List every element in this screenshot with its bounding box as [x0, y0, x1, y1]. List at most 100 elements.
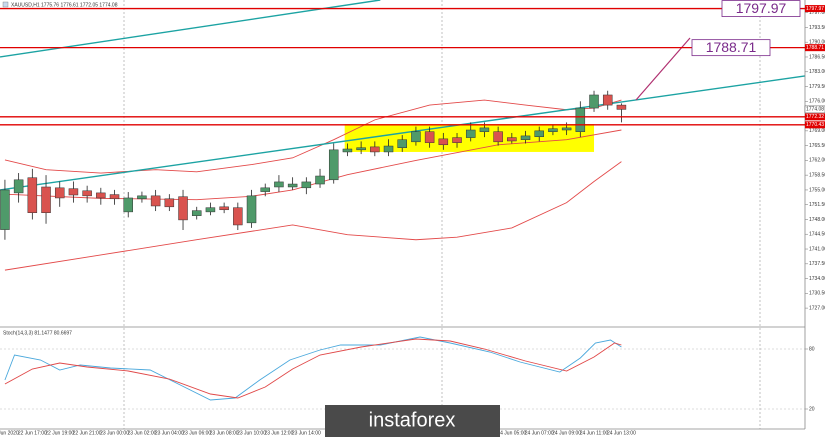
candle-body	[96, 192, 106, 199]
level-tag	[805, 113, 825, 121]
level-tag	[805, 44, 825, 52]
candle-body	[356, 147, 366, 151]
candle-body	[575, 107, 586, 132]
y-tick-label: 80	[809, 346, 815, 352]
candle-body	[520, 135, 531, 140]
x-tick-label: 24 Jun 05:00	[497, 430, 526, 436]
x-tick-label: 23 Jun 14:00	[292, 430, 321, 436]
level-tag-label: 1772.32	[806, 114, 824, 120]
level-callout: 1797.97	[736, 0, 787, 16]
level-callout-box	[691, 39, 771, 57]
indicator-line	[4, 338, 622, 399]
x-tick-label: 22 Jun 19:00	[45, 430, 74, 436]
candle-body	[424, 131, 435, 143]
indicator-title: Stoch(14,3,3) 81.1477 80.6697	[3, 330, 72, 336]
x-tick-label: 24 Jun 11:00	[580, 430, 609, 436]
y-tick-label: 1744.50	[809, 232, 825, 238]
y-tick-label: 1783.00	[809, 69, 825, 75]
chart-title: XAUUSD,H1 1775.76 1776.61 1772.05 1774.0…	[11, 2, 118, 8]
candle-body	[41, 186, 51, 213]
candle-body	[561, 127, 572, 131]
trend-line	[0, 75, 806, 191]
candle-body	[150, 195, 161, 207]
x-tick-label: 22 Jun 2020	[0, 430, 19, 436]
candle-body	[370, 146, 380, 153]
band-line	[4, 161, 622, 271]
candle-body	[137, 195, 147, 200]
price-tag-label: 1774.08	[806, 107, 824, 113]
candle-body	[301, 181, 312, 189]
candle-body	[328, 149, 339, 181]
candle-body	[602, 94, 613, 106]
level-tag	[805, 5, 825, 13]
x-tick-label: 23 Jun 00:00	[100, 430, 129, 436]
x-tick-label: 23 Jun 10:00	[237, 430, 266, 436]
candle-body	[616, 104, 627, 110]
candle-body	[191, 210, 202, 216]
candle-body	[13, 179, 24, 194]
x-tick-label: 22 Jun 17:00	[18, 430, 47, 436]
x-tick-label: 22 Jun 21:00	[73, 430, 102, 436]
candle-body	[0, 189, 10, 230]
band-line	[4, 99, 622, 174]
level-callout: 1788.71	[706, 39, 757, 55]
y-tick-label: 1765.50	[809, 143, 825, 149]
y-tick-label: 1762.00	[809, 158, 825, 164]
candle-body	[178, 196, 188, 221]
level-tag	[805, 121, 825, 129]
candle-body	[383, 145, 394, 153]
level-tag-label: 1770.43	[806, 122, 824, 128]
y-tick-label: 1779.50	[809, 84, 825, 90]
candle-body	[123, 197, 133, 213]
candle-body	[164, 198, 175, 208]
y-tick-label: 1769.00	[809, 128, 825, 134]
y-tick-label: 1734.00	[809, 276, 825, 282]
candle-body	[342, 148, 353, 153]
symbol-icon	[2, 1, 9, 8]
x-tick-label: 23 Jun 02:00	[127, 430, 156, 436]
candle-body	[54, 187, 65, 199]
level-tag-label: 1797.97	[806, 6, 824, 12]
candle-body	[274, 181, 284, 188]
y-tick-label: 1730.50	[809, 291, 825, 297]
candle-body	[233, 207, 243, 226]
y-tick-label: 1758.50	[809, 172, 825, 178]
candle-body	[287, 183, 298, 188]
candle-body	[452, 137, 462, 143]
y-tick-label: 1741.00	[809, 246, 825, 252]
level-tag-label: 1788.71	[806, 45, 824, 51]
candle-body	[397, 139, 407, 148]
y-tick-label: 1793.50	[809, 25, 825, 31]
logo-box	[325, 405, 500, 437]
x-tick-label: 24 Jun 09:00	[552, 430, 581, 436]
candle-body	[219, 206, 229, 211]
y-tick-label: 1755.00	[809, 187, 825, 193]
candle-body	[479, 127, 490, 132]
candle-body	[507, 137, 517, 142]
y-tick-label: 1776.00	[809, 99, 825, 105]
y-tick-label: 1790.00	[809, 40, 825, 46]
y-tick-label: 1737.50	[809, 261, 825, 267]
candle-body	[109, 194, 120, 200]
x-tick-label: 23 Jun 12:00	[264, 430, 293, 436]
logo-text: instaforex	[369, 409, 456, 431]
zone	[344, 124, 595, 152]
candle-body	[548, 128, 558, 132]
candle-body	[68, 188, 79, 196]
x-tick-label: 23 Jun 08:00	[210, 430, 239, 436]
candle-body	[589, 94, 599, 109]
candle-body	[246, 195, 257, 224]
y-tick-label: 20	[809, 406, 815, 412]
arrow-line	[635, 37, 691, 101]
x-tick-label: 24 Jun 13:00	[607, 430, 636, 436]
candle-body	[411, 131, 421, 143]
price-tag	[804, 105, 825, 114]
y-tick-label: 1786.50	[809, 54, 825, 60]
y-tick-label: 1797.00	[809, 10, 825, 16]
candle-body	[493, 131, 503, 143]
x-tick-label: 23 Jun 04:00	[155, 430, 184, 436]
candle-body	[534, 130, 544, 138]
